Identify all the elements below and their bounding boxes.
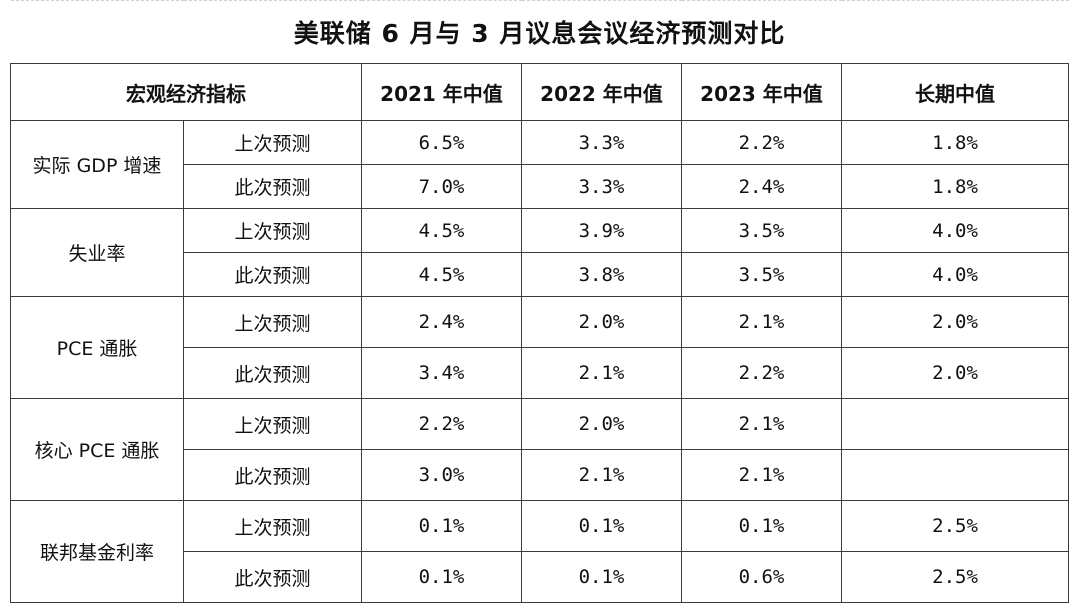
cell-2023: 3.5% [681, 208, 842, 253]
cell-longrun: 1.8% [840, 120, 1070, 165]
indicator-pce: PCE 通胀 [10, 296, 184, 399]
cell-2023: 2.2% [681, 120, 842, 165]
indicator-gdp: 实际 GDP 增速 [10, 120, 184, 209]
row-label: 此次预测 [183, 449, 362, 501]
header-row: 宏观经济指标 2021 年中值 2022 年中值 2023 年中值 长期中值 [10, 63, 1070, 121]
row-label: 此次预测 [183, 164, 362, 209]
cell-2022: 2.0% [521, 296, 682, 348]
row-label: 此次预测 [183, 551, 362, 603]
cell-2021: 3.0% [361, 449, 522, 501]
row-label: 上次预测 [183, 296, 362, 348]
cell-longrun [840, 449, 1070, 501]
cell-2022: 3.3% [521, 120, 682, 165]
cell-longrun: 4.0% [840, 208, 1070, 253]
title-row: 美联储 6 月与 3 月议息会议经济预测对比 [10, 0, 1069, 64]
table-row: 核心 PCE 通胀 上次预测 2.2% 2.0% 2.1% [10, 398, 1070, 501]
cell-2023: 2.2% [681, 347, 842, 399]
cell-2022: 2.0% [521, 398, 682, 450]
cell-longrun: 1.8% [840, 164, 1070, 209]
table-row: PCE 通胀 上次预测 2.4% 2.0% 2.1% 2.0% [10, 296, 1070, 399]
cell-2021: 3.4% [361, 347, 522, 399]
header-indicator: 宏观经济指标 [10, 63, 362, 121]
cell-2021: 6.5% [361, 120, 522, 165]
cell-longrun: 2.5% [840, 500, 1070, 552]
cell-2021: 0.1% [361, 551, 522, 603]
cell-longrun [840, 398, 1070, 450]
header-2021: 2021 年中值 [361, 63, 522, 121]
cell-2022: 0.1% [521, 500, 682, 552]
forecast-table: 美联储 6 月与 3 月议息会议经济预测对比 宏观经济指标 2021 年中值 2… [10, 0, 1070, 603]
cell-2022: 3.3% [521, 164, 682, 209]
cell-2022: 3.9% [521, 208, 682, 253]
indicator-fed-funds: 联邦基金利率 [10, 500, 184, 603]
header-2022: 2022 年中值 [521, 63, 682, 121]
row-label: 此次预测 [183, 252, 362, 297]
table-title: 美联储 6 月与 3 月议息会议经济预测对比 [10, 0, 1069, 64]
cell-2021: 2.2% [361, 398, 522, 450]
cell-2022: 3.8% [521, 252, 682, 297]
table-row: 失业率 上次预测 4.5% 3.9% 3.5% 4.0% [10, 208, 1070, 297]
table-row: 此次预测 4.5% 3.8% 3.5% 4.0% [11, 252, 1070, 297]
cell-longrun: 2.0% [840, 296, 1070, 348]
cell-2023: 0.1% [681, 500, 842, 552]
cell-2022: 2.1% [521, 449, 682, 501]
table-row: 此次预测 3.0% 2.1% 2.1% [11, 449, 1070, 501]
cell-longrun: 4.0% [840, 252, 1070, 297]
indicator-unemployment: 失业率 [10, 208, 184, 297]
table-row: 此次预测 7.0% 3.3% 2.4% 1.8% [11, 164, 1070, 209]
table-row: 此次预测 0.1% 0.1% 0.6% 2.5% [11, 551, 1070, 603]
table-row: 实际 GDP 增速 上次预测 6.5% 3.3% 2.2% 1.8% [10, 120, 1070, 209]
row-label: 此次预测 [183, 347, 362, 399]
row-label: 上次预测 [183, 398, 362, 450]
cell-2021: 4.5% [361, 252, 522, 297]
table-row: 联邦基金利率 上次预测 0.1% 0.1% 0.1% 2.5% [10, 500, 1070, 603]
cell-2022: 0.1% [521, 551, 682, 603]
row-label: 上次预测 [183, 208, 362, 253]
cell-2023: 3.5% [681, 252, 842, 297]
cell-2023: 0.6% [681, 551, 842, 603]
cell-2021: 4.5% [361, 208, 522, 253]
cell-2023: 2.1% [681, 449, 842, 501]
indicator-core-pce: 核心 PCE 通胀 [10, 398, 184, 501]
cell-2021: 0.1% [361, 500, 522, 552]
cell-longrun: 2.5% [840, 551, 1070, 603]
cell-2022: 2.1% [521, 347, 682, 399]
cell-2023: 2.4% [681, 164, 842, 209]
cell-2021: 2.4% [361, 296, 522, 348]
row-label: 上次预测 [183, 120, 362, 165]
cell-2023: 2.1% [681, 296, 842, 348]
table-row: 此次预测 3.4% 2.1% 2.2% 2.0% [11, 347, 1070, 399]
header-longrun: 长期中值 [840, 63, 1070, 121]
cell-2021: 7.0% [361, 164, 522, 209]
header-2023: 2023 年中值 [681, 63, 842, 121]
cell-longrun: 2.0% [840, 347, 1070, 399]
forecast-table-container: 美联储 6 月与 3 月议息会议经济预测对比 宏观经济指标 2021 年中值 2… [10, 0, 1070, 608]
row-label: 上次预测 [183, 500, 362, 552]
cell-2023: 2.1% [681, 398, 842, 450]
